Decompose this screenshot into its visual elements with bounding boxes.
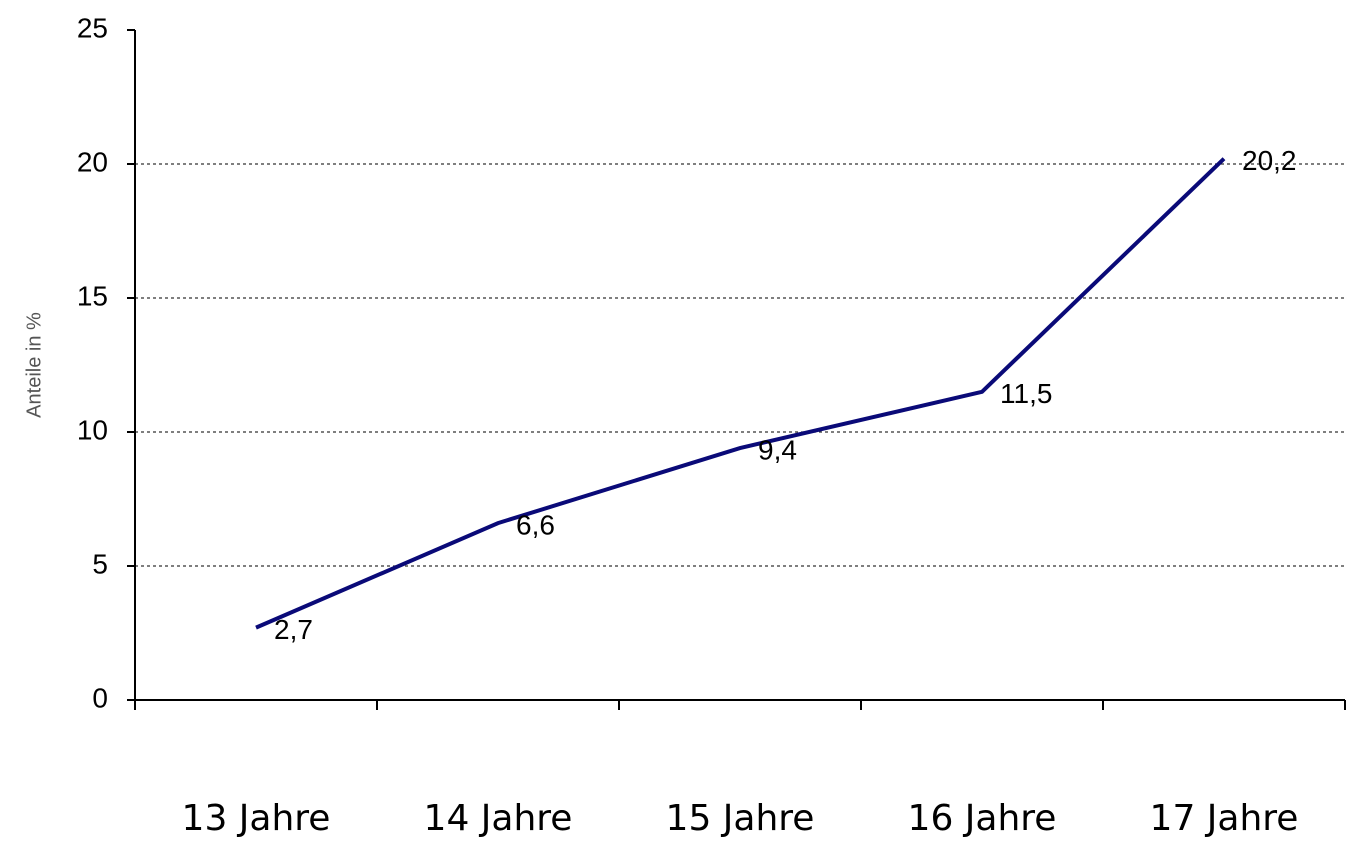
data-label: 11,5 — [1000, 378, 1052, 409]
x-tick-label: 15 Jahre — [666, 798, 815, 839]
y-tick-label: 15 — [77, 280, 108, 311]
data-label: 9,4 — [758, 434, 797, 465]
x-tick-label: 17 Jahre — [1150, 798, 1299, 839]
y-tick-label: 25 — [77, 12, 108, 43]
data-label: 2,7 — [274, 614, 313, 645]
y-tick-label: 0 — [92, 682, 108, 713]
line — [255, 157, 1226, 630]
y-tick-label: 5 — [92, 548, 108, 579]
y-tick-label: 20 — [77, 146, 108, 177]
data-label: 20,2 — [1242, 145, 1297, 176]
data-label: 6,6 — [516, 510, 555, 541]
x-tick-label: 16 Jahre — [908, 798, 1057, 839]
y-axis-label: Anteile in % — [23, 312, 45, 418]
y-tick-label: 10 — [77, 414, 108, 445]
x-tick-label: 13 Jahre — [182, 798, 331, 839]
x-tick-label: 14 Jahre — [424, 798, 573, 839]
